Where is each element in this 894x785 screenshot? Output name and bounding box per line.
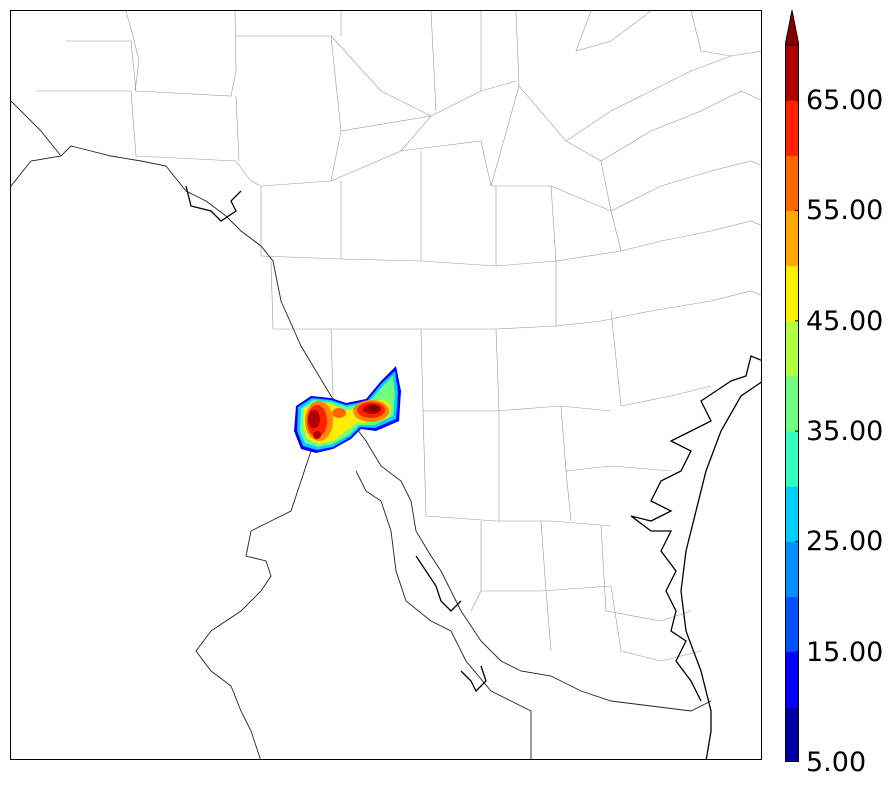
colorbar-tick-label: 25.00 [806, 526, 884, 558]
colorbar-bin-55 [785, 155, 799, 211]
colorbar [785, 10, 799, 762]
colorbar-bin-60 [785, 100, 799, 156]
map-panel [10, 10, 762, 760]
colorbar-bin-5 [785, 706, 799, 762]
colorbar-bin-65 [785, 45, 799, 101]
colorbar-tick-label: 5.00 [806, 747, 867, 778]
colorbar-bin-25 [785, 486, 799, 542]
colorbar-tick-label: 55.00 [806, 195, 884, 227]
colorbar-bin-10 [785, 651, 799, 708]
colorbar-tick-label: 65.00 [806, 85, 884, 117]
colorbar-bin-50 [785, 210, 799, 267]
storm-contour-65a [308, 410, 320, 428]
colorbar-bin-40 [785, 320, 799, 377]
colorbar-bin-15 [785, 596, 799, 653]
coastline [185, 185, 761, 759]
storm-cell [294, 366, 401, 453]
colorbar-tick-label: 45.00 [806, 305, 884, 337]
colorbar-bin-35 [785, 375, 799, 432]
county-boundaries [36, 11, 761, 662]
storm-contour-65c [313, 431, 321, 439]
colorbar-tick-label: 35.00 [806, 416, 884, 448]
colorbar-bin-45 [785, 265, 799, 322]
colorbar-bin-20 [785, 541, 799, 598]
colorbar-frame [785, 44, 799, 762]
storm-contour-55c [332, 408, 346, 418]
map-canvas [11, 11, 761, 759]
colorbar-extend-arrow [785, 10, 799, 46]
international-border [11, 100, 712, 759]
storm-contour-70 [368, 405, 378, 411]
colorbar-bin-30 [785, 431, 799, 487]
colorbar-tick-label: 15.00 [806, 636, 884, 668]
